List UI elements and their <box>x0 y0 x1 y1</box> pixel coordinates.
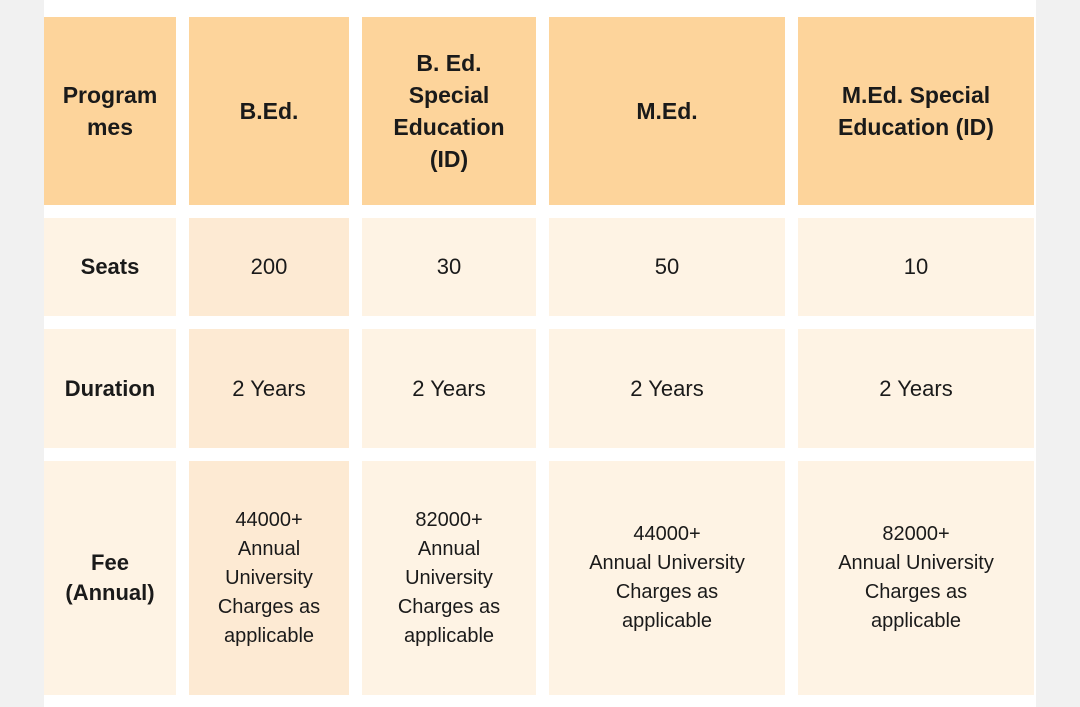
fee-line: 44000+ <box>235 508 303 531</box>
fee-line: Annual <box>237 537 301 560</box>
seats-value: 200 <box>250 254 288 279</box>
fee-line: applicable <box>223 624 315 647</box>
fee-line: Charges as <box>864 581 968 603</box>
header-med-special-line: M.Ed. Special <box>841 82 991 108</box>
seats-label: Seats <box>80 254 140 279</box>
fee-line: 44000+ <box>633 523 701 545</box>
row-label-fee: Fee (Annual) <box>44 461 176 695</box>
header-med: M.Ed. <box>549 17 785 205</box>
fee-bed: 44000+ Annual University Charges as appl… <box>189 461 349 695</box>
duration-med: 2 Years <box>549 329 785 448</box>
fee-line: Charges as <box>397 595 501 618</box>
header-bed: B.Ed. <box>189 17 349 205</box>
fee-line: University <box>225 566 313 589</box>
fee-line: Annual University <box>838 552 994 574</box>
fee-line: Annual <box>417 537 481 560</box>
header-programmes-line: mes <box>86 114 134 140</box>
duration-med-special: 2 Years <box>798 329 1034 448</box>
fee-med: 44000+ Annual University Charges as appl… <box>549 461 785 695</box>
fee-line: applicable <box>621 610 713 632</box>
fee-label-line: (Annual) <box>65 580 155 605</box>
header-programmes-line: Program <box>62 82 158 108</box>
seats-bed: 200 <box>189 218 349 316</box>
duration-value: 2 Years <box>879 375 953 401</box>
row-label-seats: Seats <box>44 218 176 316</box>
fee-line: Annual University <box>589 552 745 574</box>
seats-value: 30 <box>436 254 462 279</box>
seats-value: 50 <box>654 254 680 279</box>
fee-line: applicable <box>870 610 962 632</box>
fee-med-special: 82000+ Annual University Charges as appl… <box>798 461 1034 695</box>
duration-bed: 2 Years <box>189 329 349 448</box>
seats-med: 50 <box>549 218 785 316</box>
header-med-label: M.Ed. <box>636 98 698 124</box>
fee-label-line: Fee <box>91 550 129 575</box>
fee-line: University <box>405 566 493 589</box>
seats-bed-special: 30 <box>362 218 536 316</box>
duration-value: 2 Years <box>630 375 704 401</box>
seats-value: 10 <box>903 254 929 279</box>
duration-label: Duration <box>64 375 156 401</box>
header-med-special-line: Education (ID) <box>838 114 994 140</box>
fee-line: Charges as <box>615 581 719 603</box>
duration-value: 2 Years <box>232 375 306 401</box>
header-bed-special-line: Education <box>393 114 505 140</box>
header-programmes: Program mes <box>44 17 176 205</box>
duration-value: 2 Years <box>412 375 486 401</box>
fee-line: 82000+ <box>415 508 483 531</box>
header-med-special: M.Ed. Special Education (ID) <box>798 17 1034 205</box>
duration-bed-special: 2 Years <box>362 329 536 448</box>
row-label-duration: Duration <box>44 329 176 448</box>
header-bed-special-line: B. Ed. <box>416 50 482 76</box>
header-bed-special: B. Ed. Special Education (ID) <box>362 17 536 205</box>
header-bed-special-line: (ID) <box>429 146 469 172</box>
fee-line: applicable <box>403 624 495 647</box>
header-bed-label: B.Ed. <box>239 98 299 124</box>
fee-structure-table: Program mes B.Ed. B. Ed. Special Educati… <box>44 0 1036 707</box>
fee-line: 82000+ <box>882 523 950 545</box>
fee-bed-special: 82000+ Annual University Charges as appl… <box>362 461 536 695</box>
header-bed-special-line: Special <box>408 82 490 108</box>
fee-line: Charges as <box>217 595 321 618</box>
seats-med-special: 10 <box>798 218 1034 316</box>
